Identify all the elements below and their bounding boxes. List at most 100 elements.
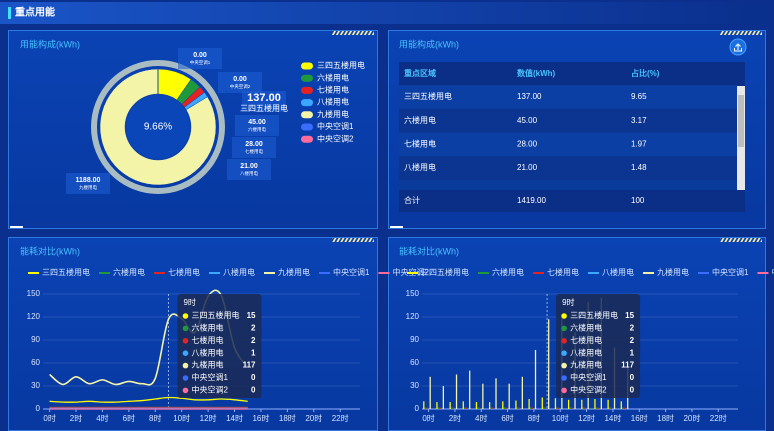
callout-box [178, 48, 222, 69]
x-tick-label: 0时 [422, 413, 434, 423]
bar [521, 376, 523, 409]
bar [585, 408, 588, 409]
bar [610, 407, 612, 409]
bar [534, 349, 537, 409]
decor [720, 31, 762, 35]
y-tick-label: 150 [27, 289, 41, 298]
tooltip-name: 七楼用电 [570, 335, 602, 345]
bar [622, 407, 624, 409]
tooltip-value: 1 [251, 348, 256, 357]
tooltip-dot [561, 350, 567, 357]
table-cell: 9.65 [631, 92, 647, 101]
table-footer: 1419.00 [517, 196, 546, 205]
tooltip-dot [182, 313, 189, 319]
y-tick-label: 90 [31, 335, 40, 344]
bar [469, 370, 471, 409]
tooltip-dot [182, 325, 189, 332]
bar [597, 407, 599, 409]
table-footer: 100 [631, 196, 645, 205]
callout-box [242, 91, 286, 112]
bar [437, 407, 440, 409]
x-tick-label: 6时 [501, 413, 513, 423]
tooltip-value: 15 [247, 311, 256, 320]
bar [441, 408, 443, 409]
bar [554, 398, 557, 409]
data-label: 1188.00 [76, 177, 101, 184]
bar [465, 407, 468, 409]
bar [625, 408, 627, 409]
table-header: 数值(kWh) [517, 68, 556, 78]
table-cell: 1.48 [631, 163, 647, 172]
data-label: 0.00 [193, 52, 207, 59]
tooltip-name: 三四五楼用电 [570, 310, 618, 320]
decor [390, 226, 403, 228]
bar [479, 407, 481, 409]
x-tick-label: 10时 [552, 413, 569, 423]
data-label: 0.00 [233, 76, 247, 83]
bar [607, 399, 609, 409]
table-footer-bg [399, 190, 745, 212]
bar [584, 407, 586, 409]
data-label: 45.00 [248, 119, 266, 126]
bar [477, 407, 479, 409]
bar [530, 407, 532, 409]
decor [332, 238, 374, 242]
tooltip-dot [561, 387, 567, 394]
bar [423, 401, 425, 409]
x-tick-label: 12时 [200, 413, 217, 423]
table-row [399, 156, 737, 180]
bar [609, 407, 611, 409]
table-cell: 七楼用电 [404, 139, 436, 149]
bar [516, 407, 519, 409]
bar [467, 408, 469, 409]
legend-label: 中央空调1 [712, 267, 749, 277]
legend-label: 三四五楼用电 [421, 267, 469, 277]
outer-ring [91, 60, 225, 194]
bar [544, 407, 547, 409]
bar [612, 408, 614, 409]
line-series [49, 396, 248, 403]
callout-name: 三四五楼用电 [240, 103, 288, 113]
pie-chart: 9.66%137.00三四五楼用电45.00六楼用电28.00七楼用电21.00… [66, 48, 365, 194]
tooltip-name: 中央空调1 [191, 372, 228, 382]
table-cell: 28.00 [517, 140, 538, 149]
bar [571, 407, 573, 409]
bar [506, 408, 509, 409]
y-tick-label: 90 [410, 335, 419, 344]
bar [502, 401, 504, 409]
y-tick-label: 60 [31, 358, 40, 367]
legend-label: 九楼用电 [278, 267, 310, 277]
line-chart: 三四五楼用电六楼用电七楼用电八楼用电九楼用电中央空调1中央空调203060901… [27, 267, 430, 423]
bar [429, 376, 431, 409]
x-tick-label: 8时 [528, 413, 540, 423]
tooltip-dot [182, 387, 189, 394]
tooltip-value: 117 [243, 361, 256, 370]
callout-box [232, 137, 276, 158]
x-tick-label: 22时 [710, 413, 727, 423]
legend-label: 中央空调1 [333, 267, 370, 277]
x-tick-label: 6时 [123, 413, 135, 423]
bar [490, 407, 492, 409]
bar [508, 383, 510, 409]
tooltip-value: 2 [251, 324, 256, 333]
callout-box [66, 173, 110, 194]
bar [515, 400, 517, 409]
y-tick-label: 0 [415, 404, 420, 413]
tooltip-dot [561, 362, 567, 369]
bar [559, 408, 561, 409]
table-cell: 1.97 [631, 140, 647, 149]
table-row [399, 85, 737, 109]
tooltip-value: 1 [630, 348, 635, 357]
bar [556, 407, 558, 409]
legend-label: 三四五楼用电 [317, 60, 365, 70]
tooltip-value: 0 [630, 373, 635, 382]
legend-label: 七楼用电 [547, 267, 579, 277]
x-tick-label: 0时 [43, 413, 55, 423]
callout-name: 中央空调2 [230, 83, 251, 90]
callout-name: 中央空调1 [190, 59, 211, 66]
bar [543, 407, 545, 409]
y-tick-label: 30 [410, 381, 419, 390]
table: 重点区域 数值(kWh) 占比(%) 三四五楼用电 137.00 9.65 六楼用电 45.0… [399, 62, 745, 212]
x-tick-label: 18时 [279, 413, 296, 423]
callout-name: 六楼用电 [248, 126, 266, 133]
